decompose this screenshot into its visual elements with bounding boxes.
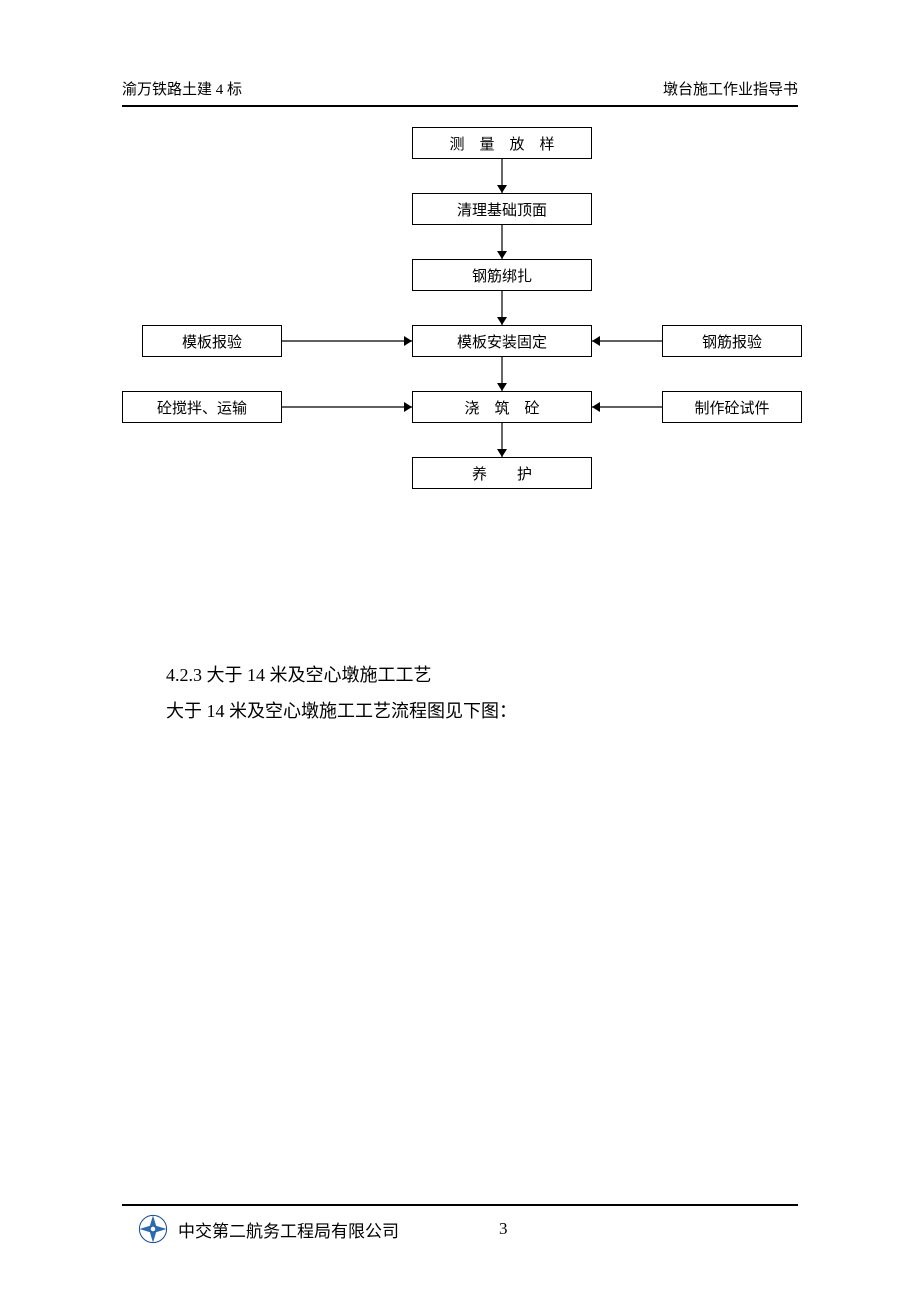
footer-company: 中交第二航务工程局有限公司 <box>178 1217 399 1242</box>
flowchart-node: 模板安装固定 <box>412 325 592 357</box>
section-heading: 4.2.3 大于 14 米及空心墩施工工艺 <box>166 657 798 693</box>
page-header: 渝万铁路土建 4 标 墩台施工作业指导书 <box>122 78 798 107</box>
company-logo-icon <box>136 1212 170 1246</box>
flowchart-node: 制作砼试件 <box>662 391 802 423</box>
page-footer: 中交第二航务工程局有限公司 3 <box>122 1204 798 1246</box>
flowchart-container: 测 量 放 样清理基础顶面钢筋绑扎模板安装固定浇 筑 砼养 护 模板报验砼搅拌、运… <box>122 127 798 557</box>
flowchart-node: 测 量 放 样 <box>412 127 592 159</box>
flowchart-node: 钢筋绑扎 <box>412 259 592 291</box>
flowchart-node: 钢筋报验 <box>662 325 802 357</box>
flowchart-node: 模板报验 <box>142 325 282 357</box>
section-desc: 大于 14 米及空心墩施工工艺流程图见下图： <box>122 693 798 729</box>
header-right: 墩台施工作业指导书 <box>663 78 798 99</box>
flowchart-node: 砼搅拌、运输 <box>122 391 282 423</box>
body-text: 4.2.3 大于 14 米及空心墩施工工艺 大于 14 米及空心墩施工工艺流程图… <box>122 657 798 729</box>
flowchart-node: 浇 筑 砼 <box>412 391 592 423</box>
page-number: 3 <box>499 1219 508 1239</box>
header-left: 渝万铁路土建 4 标 <box>122 78 242 99</box>
flowchart-node: 养 护 <box>412 457 592 489</box>
flowchart-node: 清理基础顶面 <box>412 193 592 225</box>
